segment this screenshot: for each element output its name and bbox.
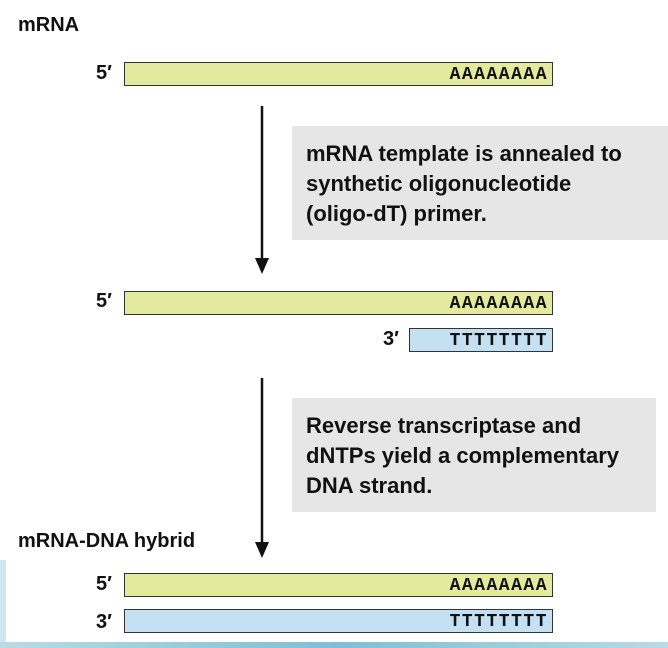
stage3-poly-t-sequence: TTTTTTTT [449, 612, 548, 632]
frame-bottom-strip [0, 642, 668, 648]
step1-description: mRNA template is annealed to synthetic o… [292, 126, 668, 240]
oligo-dt-primer: TTTTTTTT [409, 328, 553, 352]
stage2-poly-a-tail: AAAAAAAA [449, 294, 548, 314]
stage2-three-prime-label: 3′ [383, 328, 399, 350]
hybrid-title: mRNA-DNA hybrid [18, 530, 196, 552]
stage3-five-prime-label: 5′ [96, 573, 112, 595]
stage3-three-prime-label: 3′ [96, 611, 112, 633]
stage3-poly-a-tail: AAAAAAAA [449, 576, 548, 596]
stage1-five-prime-label: 5′ [96, 62, 112, 84]
stage3-mrna-strand: AAAAAAAA [124, 573, 553, 597]
mrna-title: mRNA [18, 14, 80, 36]
stage2-mrna-strand: AAAAAAAA [124, 291, 553, 315]
step1-arrow [255, 106, 269, 274]
stage1-mrna-strand: AAAAAAAA [124, 62, 553, 86]
step2-arrow [255, 378, 269, 558]
oligo-dt-sequence: TTTTTTTT [449, 331, 548, 351]
stage2-five-prime-label: 5′ [96, 290, 112, 312]
stage3-cdna-strand: TTTTTTTT [124, 609, 553, 633]
step2-description: Reverse transcriptase and dNTPs yield a … [292, 398, 656, 512]
stage1-poly-a-tail: AAAAAAAA [449, 65, 548, 85]
frame-left-strip [0, 560, 6, 648]
